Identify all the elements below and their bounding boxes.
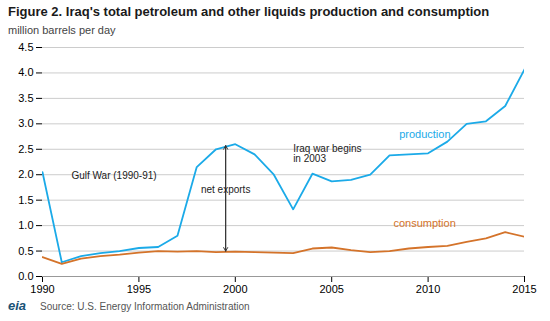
svg-text:0.0: 0.0 [18, 270, 33, 282]
svg-text:2015: 2015 [512, 283, 536, 295]
svg-text:3.0: 3.0 [18, 117, 33, 129]
svg-text:consumption: consumption [393, 217, 455, 229]
html-text:eia: eia [8, 298, 27, 313]
svg-text:1990: 1990 [30, 283, 54, 295]
svg-text:2.5: 2.5 [18, 143, 33, 155]
html-text:million barrels per day: million barrels per day [8, 24, 116, 36]
svg-text:net exports: net exports [201, 184, 250, 195]
svg-text:1995: 1995 [127, 283, 151, 295]
svg-text:2010: 2010 [416, 283, 440, 295]
svg-text:Gulf War (1990-91): Gulf War (1990-91) [71, 170, 156, 181]
svg-text:2005: 2005 [319, 283, 343, 295]
svg-text:3.5: 3.5 [18, 92, 33, 104]
svg-text:1.0: 1.0 [18, 219, 33, 231]
svg-text:production: production [399, 128, 450, 140]
svg-text:Iraq war beginsin 2003: Iraq war beginsin 2003 [293, 143, 361, 164]
svg-text:4.0: 4.0 [18, 66, 33, 78]
svg-text:4.5: 4.5 [18, 41, 33, 53]
svg-text:0.5: 0.5 [18, 245, 33, 257]
svg-text:2000: 2000 [223, 283, 247, 295]
html-text:Figure 2. Iraq's total petrole: Figure 2. Iraq's total petroleum and oth… [8, 4, 490, 19]
svg-text:1.5: 1.5 [18, 194, 33, 206]
svg-text:2.0: 2.0 [18, 168, 33, 180]
html-text:Source: U.S. Energy Informatio: Source: U.S. Energy Information Administ… [40, 301, 250, 312]
